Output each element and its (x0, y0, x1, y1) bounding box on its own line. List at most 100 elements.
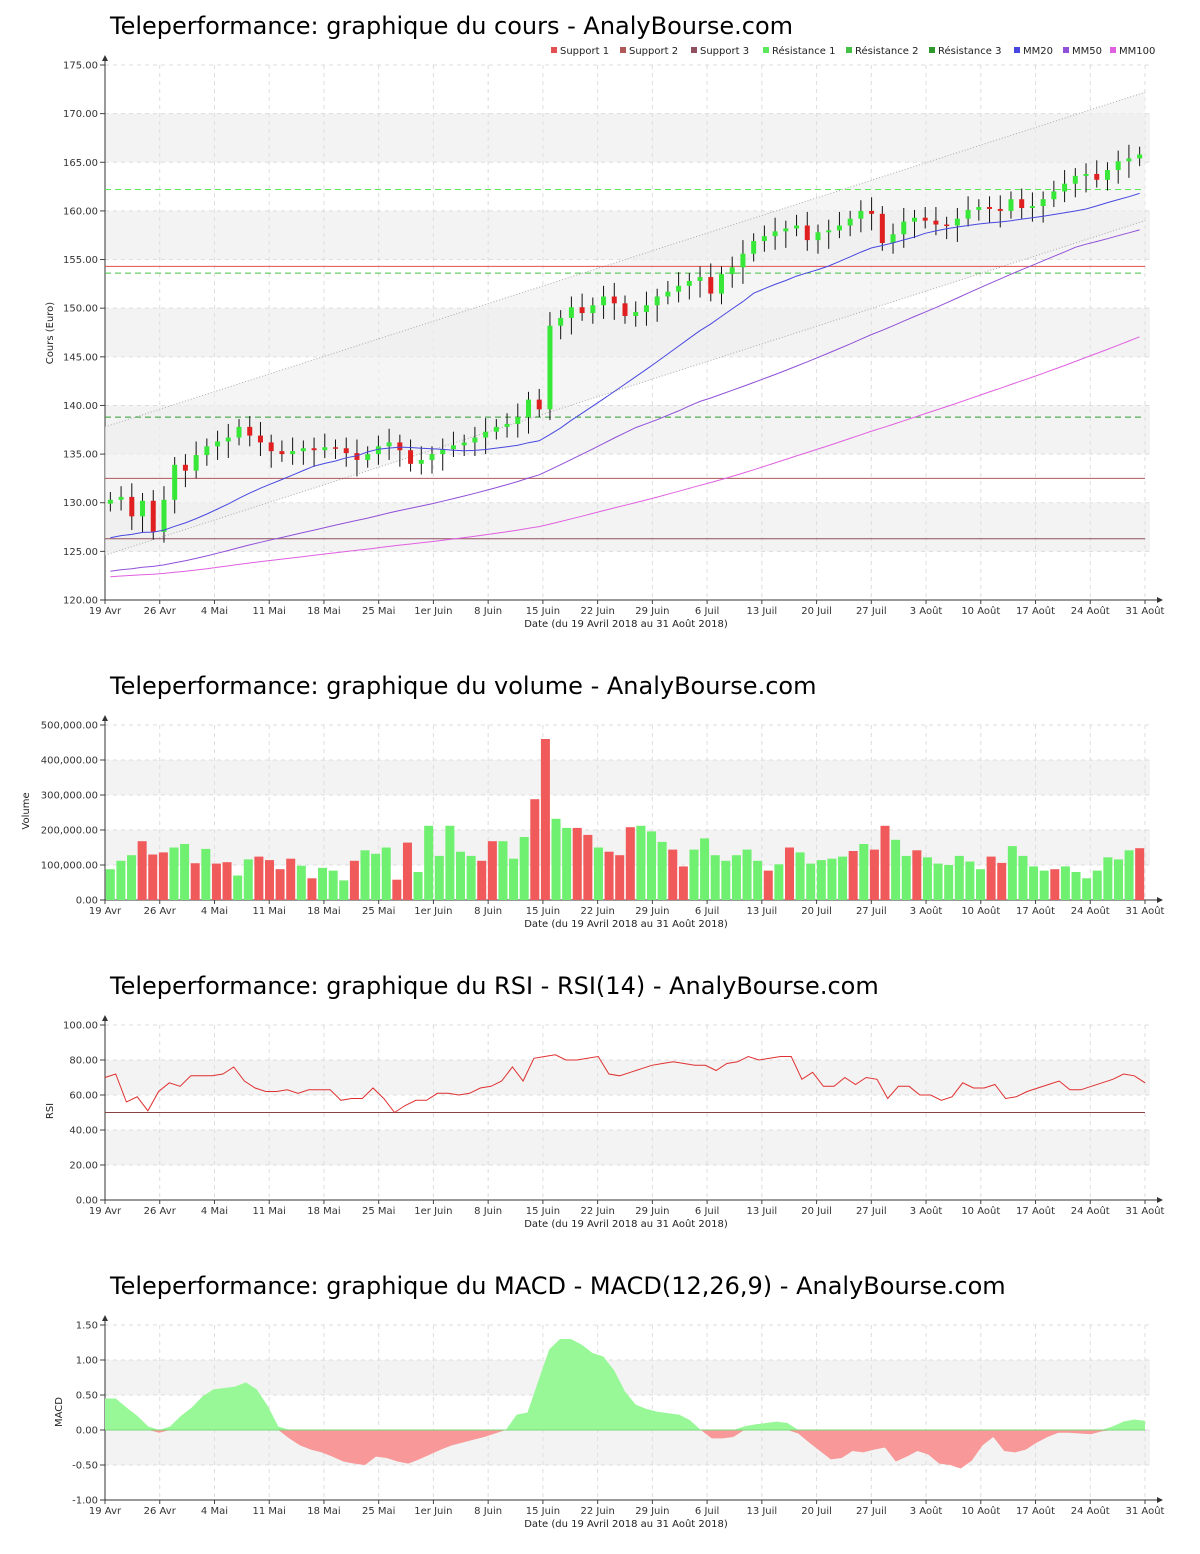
legend-label: Support 1 (560, 46, 609, 57)
volume-bar (1071, 872, 1081, 900)
candle-body (225, 437, 231, 442)
rsi-xtick-label: 13 Juil (746, 1206, 777, 1217)
candle-body (826, 230, 832, 233)
volume-bar (434, 855, 444, 900)
mm100-line (110, 336, 1140, 578)
candle-body (386, 442, 392, 447)
volume-bar (593, 847, 603, 900)
price-xlabel: Date (du 19 Avril 2018 au 31 Août 2018) (524, 618, 728, 630)
price-legend: Support 1 Support 2 Support 3 Résistance 1 R… (551, 45, 1155, 57)
macd-chart-title: Teleperformance: graphique du MACD - MAC… (109, 1272, 1006, 1300)
macd-ylabel: MACD (54, 1397, 65, 1427)
volume-xtick-label: 31 Août (1126, 905, 1165, 917)
volume-bar (477, 860, 487, 900)
price-xtick-label: 6 Juil (695, 606, 719, 617)
volume-bar (349, 860, 359, 900)
candle-body (515, 417, 521, 424)
candle-body (461, 442, 467, 446)
macd-xtick-label: 4 Mai (201, 1506, 228, 1517)
candle-body (268, 442, 274, 452)
macd-xlabel: Date (du 19 Avril 2018 au 31 Août 2018) (524, 1518, 728, 1530)
volume-bar (944, 865, 954, 900)
candle-body (1008, 199, 1014, 211)
macd-xtick-label: 17 Août (1016, 1505, 1055, 1517)
rsi-xtick-label: 19 Avr (89, 1206, 122, 1217)
volume-bar (827, 858, 837, 900)
candle-body (547, 325, 553, 410)
macd-yaxis-arrow (102, 1315, 108, 1321)
macd-xtick-label: 6 Juil (695, 1506, 719, 1517)
legend-swatch (551, 47, 557, 53)
candle-body (1019, 199, 1025, 208)
volume-ytick-label: 100,000.00 (41, 861, 98, 872)
price-ytick-label: 140.00 (63, 401, 98, 412)
candle-body (976, 207, 982, 210)
rsi-xtick-label: 26 Avr (144, 1206, 177, 1217)
volume-bar (562, 827, 572, 900)
volume-chart: Teleperformance: graphique du volume - A… (21, 672, 1165, 930)
legend-label: Résistance 1 (772, 45, 835, 57)
legend-label: MM20 (1023, 46, 1053, 57)
volume-bar (933, 863, 943, 900)
candle-body (686, 280, 692, 286)
candle-body (375, 446, 381, 455)
candle-body (493, 426, 499, 432)
volume-bar (731, 855, 741, 900)
macd-ytick-label: -1.00 (72, 1496, 98, 1507)
candle-body (236, 426, 242, 438)
mm20-line (110, 192, 1140, 539)
volume-bar (456, 851, 466, 900)
volume-xtick-label: 25 Mai (362, 906, 395, 917)
candle-body (954, 218, 960, 226)
volume-xtick-label: 6 Juil (695, 906, 719, 917)
rsi-xtick-label: 8 Juin (474, 1206, 502, 1217)
volume-bar (1007, 846, 1017, 900)
volume-bar (784, 847, 794, 900)
price-xtick-label: 25 Mai (362, 606, 395, 617)
candle-body (590, 305, 596, 314)
candle-body (922, 217, 928, 221)
volume-bar (402, 842, 412, 900)
rsi-chart: Teleperformance: graphique du RSI - RSI(… (45, 972, 1165, 1230)
volume-bar (976, 869, 986, 900)
volume-xtick-label: 11 Mai (252, 906, 285, 917)
volume-bar (795, 852, 805, 900)
volume-bar (318, 867, 328, 900)
candle-body (1051, 191, 1057, 200)
price-xtick-label: 11 Mai (252, 606, 285, 617)
rsi-xtick-label: 22 Juin (580, 1206, 614, 1217)
volume-bar (116, 860, 126, 900)
candle-body (568, 307, 574, 318)
volume-bar (986, 856, 996, 900)
price-ytick-label: 130.00 (63, 498, 98, 509)
volume-bar (158, 852, 168, 900)
volume-bar (668, 849, 678, 900)
macd-xtick-label: 1er Juin (414, 1506, 452, 1517)
macd-band (105, 1360, 1150, 1395)
price-chart: Teleperformance: graphique du cours - An… (45, 12, 1165, 630)
candle-body (997, 208, 1003, 211)
candle-body (901, 221, 907, 235)
volume-bar (530, 799, 540, 900)
volume-bar (105, 869, 115, 900)
candle-body (751, 241, 757, 254)
volume-bar (753, 860, 763, 900)
candle-body (804, 225, 810, 241)
volume-bar (371, 853, 381, 900)
macd-xtick-label: 31 Août (1126, 1505, 1165, 1517)
price-ytick-label: 165.00 (63, 158, 98, 169)
price-xtick-label: 4 Mai (201, 606, 228, 617)
candle-body (526, 399, 532, 418)
rsi-xtick-label: 20 Juil (801, 1206, 832, 1217)
candle-body (440, 449, 446, 455)
macd-xtick-label: 25 Mai (362, 1506, 395, 1517)
rsi-line (104, 1054, 1146, 1114)
volume-xaxis-arrow (1157, 897, 1163, 903)
candle-body (140, 500, 146, 517)
volume-bar (360, 850, 370, 900)
rsi-xtick-label: 11 Mai (252, 1206, 285, 1217)
macd-xtick-label: 11 Mai (252, 1506, 285, 1517)
macd-plot: -1.00 -0.50 0.00 0.50 1.00 1.50 19 Avr 26 Avr 4 … (72, 1315, 1165, 1517)
volume-ytick-label: 0.00 (76, 896, 98, 907)
